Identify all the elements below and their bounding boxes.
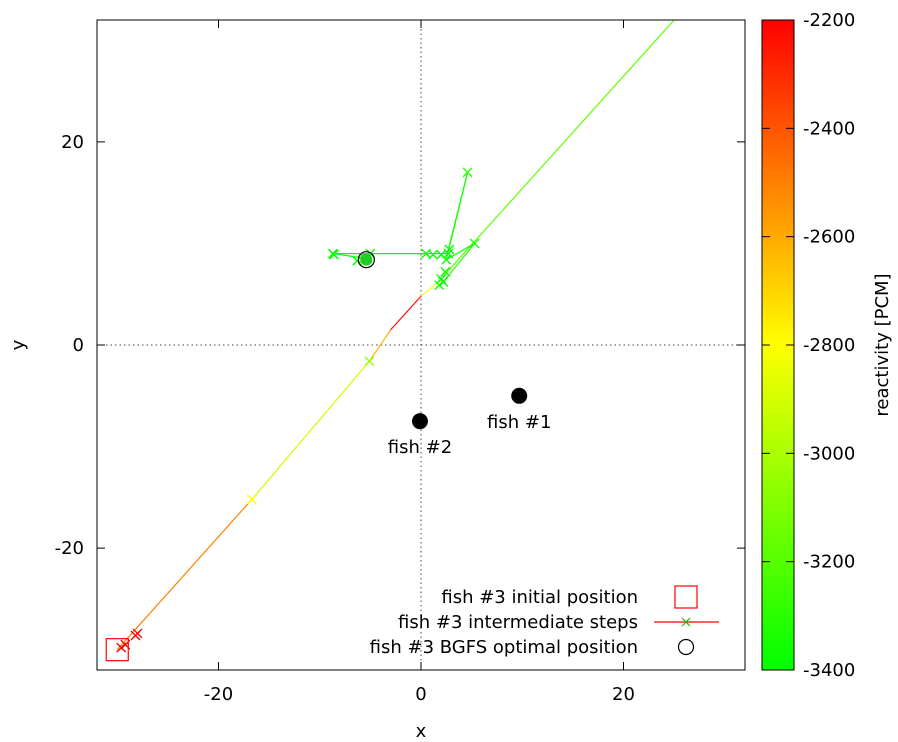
fixed-fish-label: fish #2 <box>388 437 452 458</box>
step-marker-stroke <box>364 356 375 367</box>
step-marker <box>132 628 143 639</box>
step-marker <box>364 356 375 367</box>
fixed-fish-point <box>511 387 528 404</box>
step-marker-stroke <box>132 628 143 639</box>
step-marker <box>421 248 432 259</box>
search-path-segment <box>446 172 469 254</box>
legend-square-marker <box>674 585 698 609</box>
search-line-segment <box>390 295 422 331</box>
step-marker <box>246 494 257 505</box>
colorbar-tick-label: -2400 <box>803 118 855 139</box>
y-tick-label: 0 <box>73 335 84 356</box>
step-marker <box>434 280 445 291</box>
step-marker <box>436 249 447 260</box>
step-marker <box>328 249 339 260</box>
search-line-segment <box>251 360 370 500</box>
step-marker <box>462 167 473 178</box>
step-marker-stroke <box>421 248 432 259</box>
colorbar-label: reactivity [PCM] <box>872 273 893 416</box>
search-line-segment <box>435 19 675 285</box>
step-marker-stroke <box>438 277 449 288</box>
step-marker-stroke <box>444 244 455 255</box>
step-marker-stroke <box>440 266 451 277</box>
step-marker-stroke <box>352 255 363 266</box>
colorbar-tick-label: -3000 <box>803 443 855 464</box>
x-tick-label: 0 <box>415 684 426 705</box>
step-marker <box>444 244 455 255</box>
y-axis-label: y <box>8 339 29 350</box>
point-labels: fish #1 fish #2 <box>388 412 552 458</box>
y-tick-label: -20 <box>55 538 84 559</box>
legend-label: fish #3 initial position <box>441 587 638 608</box>
step-marker-stroke <box>434 280 445 291</box>
step-marker <box>469 238 480 249</box>
fixed-fish-point <box>411 413 428 430</box>
y-tick-label: 20 <box>61 132 84 153</box>
axis-ticks: -20 0 20 -20 0 20 <box>55 20 745 705</box>
step-marker-stroke <box>436 273 447 284</box>
step-marker <box>116 642 127 653</box>
x-axis-label: x <box>416 721 427 742</box>
step-marker <box>438 277 449 288</box>
legend-x-marker <box>681 617 691 627</box>
x-tick-label: 20 <box>612 684 635 705</box>
legend: fish #3 initial position fish #3 intermed… <box>370 585 719 658</box>
fixed-fish-label: fish #1 <box>487 412 551 433</box>
colorbar-ticks: -2200 -2400 -2600 -2800 -3000 -3200 -3400 <box>762 10 855 681</box>
step-marker <box>440 266 451 277</box>
optimal-position-marker <box>357 251 375 269</box>
colorbar-tick-label: -2200 <box>803 10 855 31</box>
legend-label: fish #3 BGFS optimal position <box>370 637 638 658</box>
colorbar-tick-label: -3400 <box>803 660 855 681</box>
legend-label: fish #3 intermediate steps <box>398 612 638 633</box>
data-layer <box>105 19 675 662</box>
colorbar-tick-label: -2600 <box>803 227 855 248</box>
colorbar-tick-label: -2800 <box>803 335 855 356</box>
step-marker <box>352 255 363 266</box>
search-line-segment <box>368 329 392 362</box>
step-marker-stroke <box>462 167 473 178</box>
x-tick-label: -20 <box>204 684 233 705</box>
legend-circle-marker <box>677 638 695 656</box>
step-marker-stroke <box>246 494 257 505</box>
step-marker-stroke <box>116 642 127 653</box>
search-line-segment <box>116 498 253 651</box>
search-line-segment <box>420 283 437 297</box>
step-marker-stroke <box>436 249 447 260</box>
colorbar-tick-label: -3200 <box>803 552 855 573</box>
step-marker-stroke <box>469 238 480 249</box>
optimal-position-fill <box>360 253 373 266</box>
step-marker-stroke <box>328 249 339 260</box>
zero-axes <box>97 20 745 670</box>
step-marker-stroke <box>441 254 452 265</box>
initial-position-marker <box>105 638 129 662</box>
